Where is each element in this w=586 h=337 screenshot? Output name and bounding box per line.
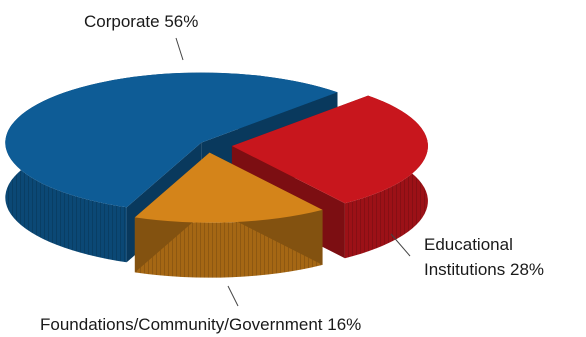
educational-slice-top: [231, 95, 428, 204]
corporate-label: Corporate 56%: [84, 12, 198, 31]
educational-label-line1: Educational: [424, 235, 513, 254]
pie-slices: [5, 72, 428, 278]
foundations-slice-top: [134, 152, 323, 223]
educational-leader-line: [390, 233, 411, 257]
foundations-leader-line: [227, 285, 239, 307]
corporate-slice-top: [5, 72, 338, 208]
educational-label-line2: Institutions 28%: [424, 260, 544, 279]
corporate-leader-line: [175, 37, 184, 61]
foundations-slice: [134, 152, 323, 278]
foundations-label: Foundations/Community/Government 16%: [40, 315, 361, 334]
